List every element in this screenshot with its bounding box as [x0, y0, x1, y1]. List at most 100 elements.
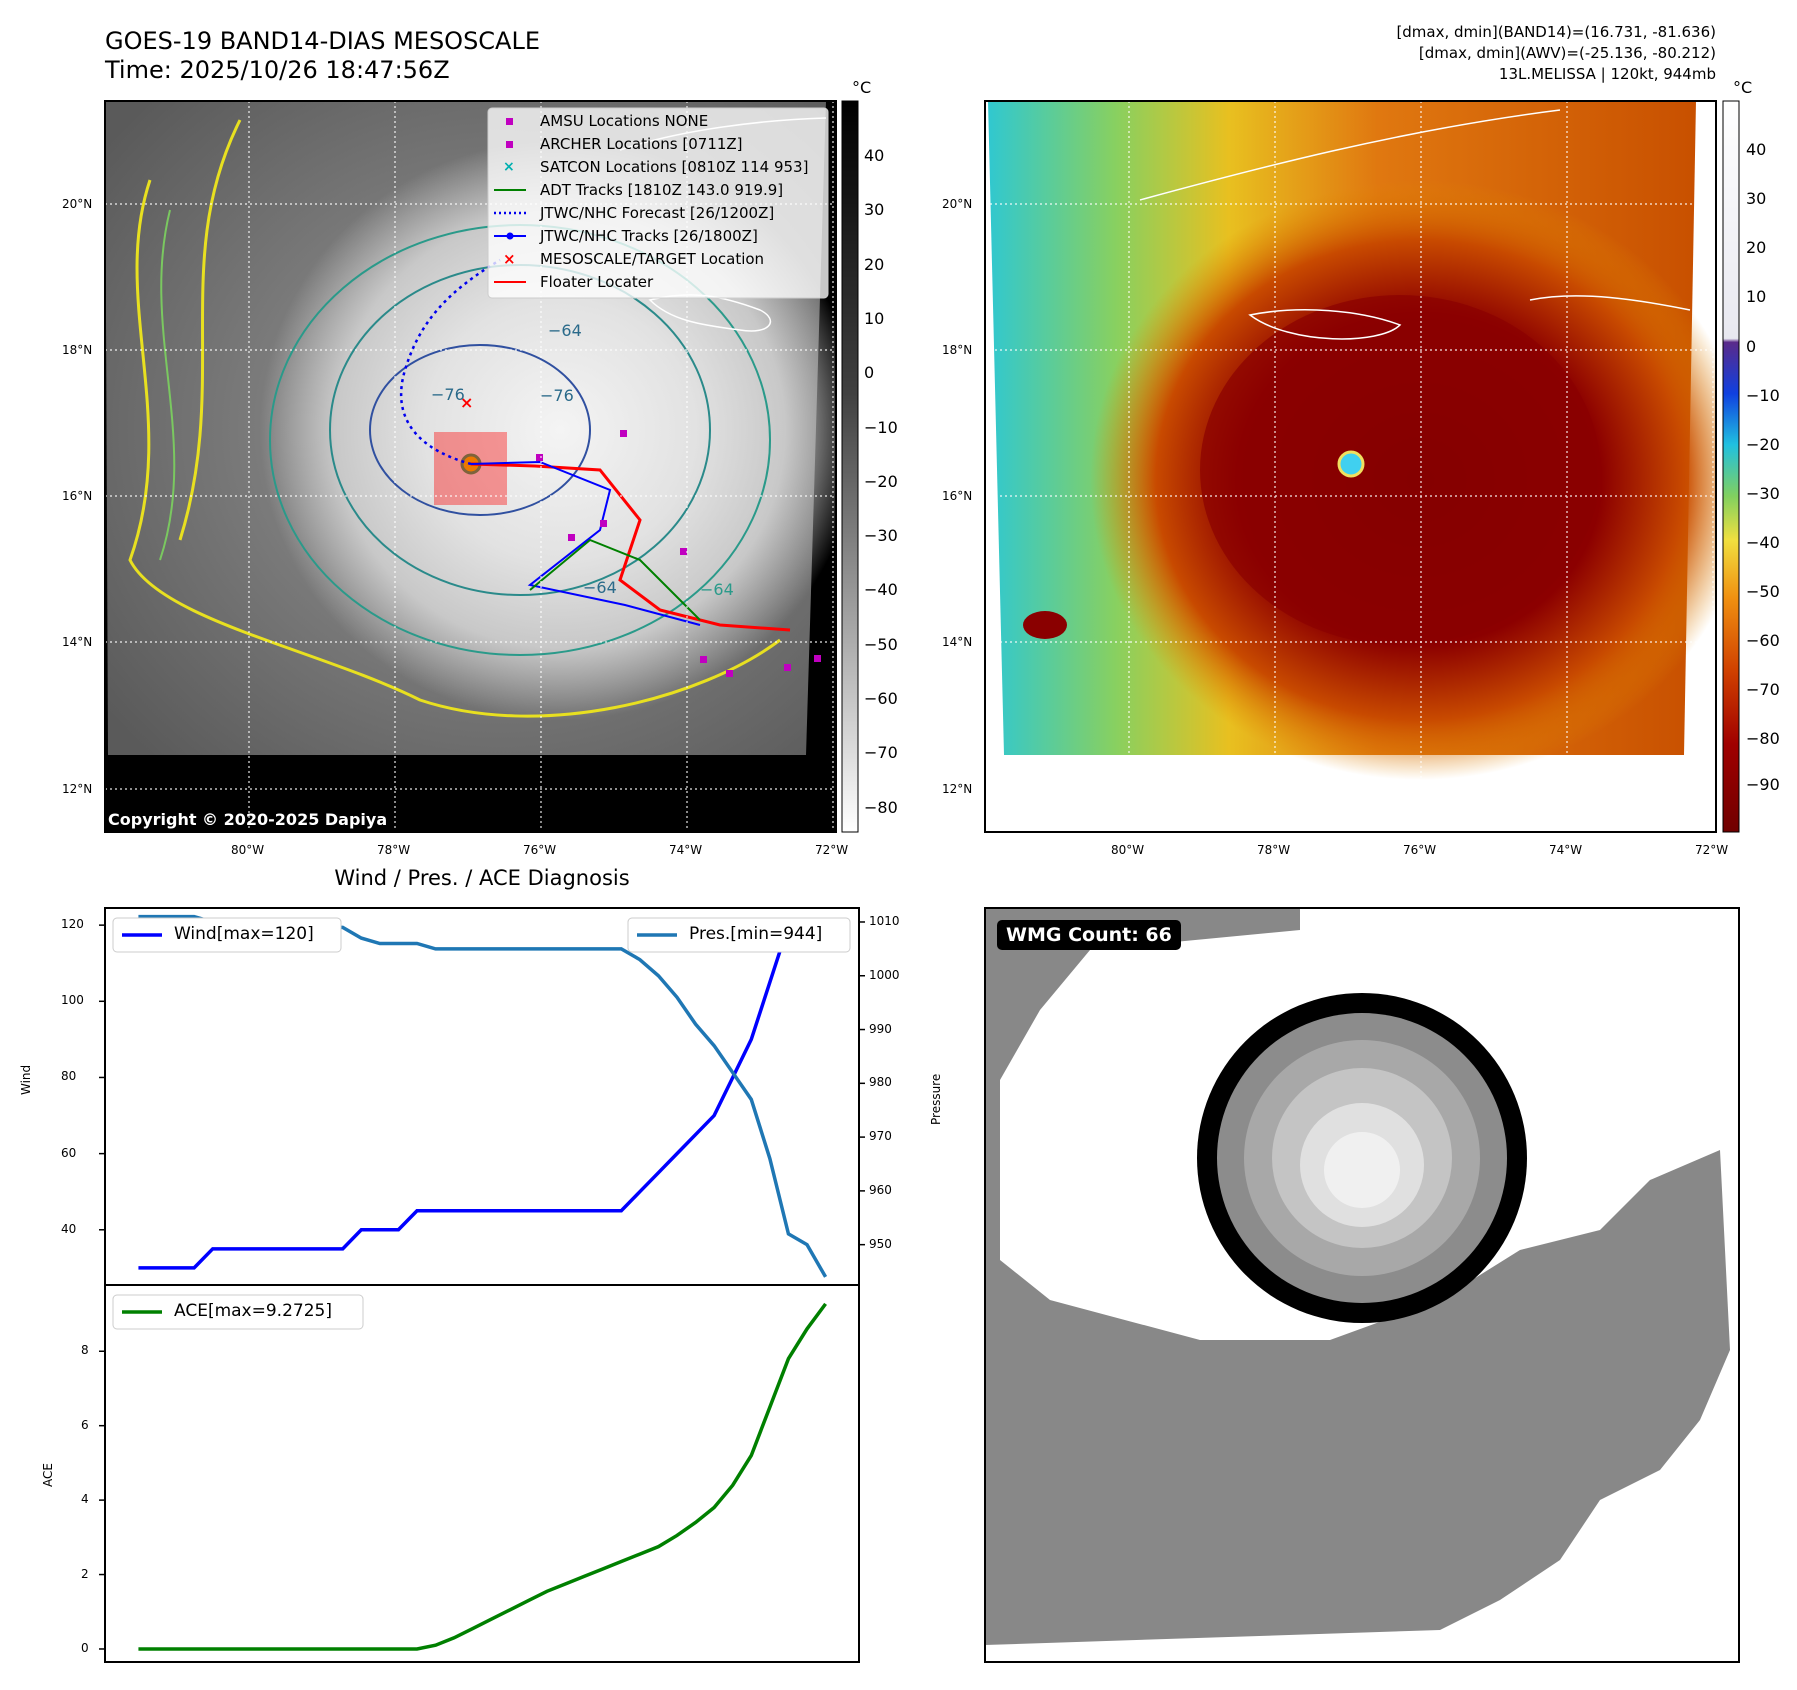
- awv-colorbar-tick: −50: [1746, 582, 1780, 601]
- ir-colorbar-tick: −60: [864, 689, 898, 708]
- contour-label: −76: [431, 385, 465, 404]
- ace-legend-label: ACE[max=9.2725]: [174, 1301, 332, 1321]
- ace-series-line: [138, 1302, 827, 1651]
- awv-colorbar-tick: −20: [1746, 435, 1780, 454]
- ir-lat-label: 18°N: [62, 343, 93, 357]
- awv-lat-label: 16°N: [942, 489, 973, 503]
- ace-tick-label: 0: [81, 1640, 89, 1655]
- wmg-count-label: WMG Count: 66: [997, 920, 1181, 950]
- ir-colorbar-tick: 20: [864, 254, 885, 274]
- awv-lat-label: 14°N: [942, 635, 973, 649]
- ir-lat-label: 12°N: [62, 782, 93, 796]
- contour-label: −64: [583, 578, 617, 597]
- ir-lat-label: 16°N: [62, 489, 93, 503]
- wmg-panel: [985, 908, 1739, 1662]
- ir-legend-entry: JTWC/NHC Tracks [26/1800Z]: [540, 227, 758, 245]
- diagnosis-chart-title: Wind / Pres. / ACE Diagnosis: [334, 866, 630, 890]
- tracks-legend-dot: [506, 232, 514, 240]
- ace-axis-label: ACE: [41, 1463, 55, 1487]
- ir-legend-entry: ADT Tracks [1810Z 143.0 919.9]: [540, 181, 784, 199]
- awv-colorbar-tick: −40: [1746, 533, 1780, 552]
- ir-colorbar-tick: −80: [864, 797, 898, 817]
- awv-colorbar-tick: −70: [1746, 680, 1780, 699]
- awv-lat-label: 12°N: [942, 782, 973, 796]
- info-line-3: 13L.MELISSA | 120kt, 944mb: [1498, 65, 1716, 83]
- wind-tick-label: 40: [61, 1221, 77, 1236]
- ir-colorbar-tick: −30: [864, 526, 898, 546]
- target-legend-icon: ×: [503, 250, 516, 268]
- awv-lon-label: 76°W: [1403, 843, 1437, 857]
- awv-lon-label: 74°W: [1549, 843, 1583, 857]
- awv-colorbar-tick: −10: [1746, 386, 1780, 405]
- ir-lon-label: 76°W: [523, 843, 557, 857]
- awv-colorbar-tick: −90: [1746, 775, 1780, 794]
- ir-legend-entry: Floater Locater: [540, 273, 654, 291]
- awv-colorbar-tick: 10: [1746, 287, 1767, 306]
- info-line-2: [dmax, dmin](AWV)=(-25.136, -80.212): [1418, 44, 1716, 62]
- ir-colorbar-tick: −70: [864, 743, 898, 763]
- copyright-text: Copyright © 2020-2025 Dapiya: [108, 810, 388, 829]
- pressure-tick-label: 950: [869, 1236, 892, 1251]
- pressure-tick-label: 990: [869, 1021, 892, 1036]
- ir-colorbar-tick: −50: [864, 634, 898, 654]
- ir-colorbar-tick: −20: [864, 471, 898, 491]
- ir-colorbar: [841, 100, 859, 833]
- wind-tick-label: 60: [61, 1145, 77, 1160]
- pressure-tick-label: 970: [869, 1129, 892, 1144]
- wind-series-line: [138, 923, 826, 1270]
- ir-legend-entry: ARCHER Locations [0711Z]: [540, 135, 743, 153]
- ir-lon-label: 72°W: [815, 843, 849, 857]
- ir-colorbar-tick: 0: [864, 363, 875, 383]
- ir-legend-entry: SATCON Locations [0810Z 114 953]: [540, 158, 809, 176]
- ir-colorbar-tick: 10: [864, 308, 885, 328]
- awv-lon-label: 80°W: [1111, 843, 1145, 857]
- contour-label: −76: [540, 386, 574, 405]
- awv-colorbar-tick: 30: [1746, 189, 1767, 208]
- ace-tick-label: 4: [81, 1492, 89, 1507]
- ir-lon-label: 74°W: [669, 843, 703, 857]
- awv-colorbar-tick: −60: [1746, 631, 1780, 650]
- ir-colorbar-unit: °C: [852, 78, 872, 97]
- contour-label: −64: [548, 321, 582, 340]
- wind-legend-label: Wind[max=120]: [174, 924, 314, 944]
- wmg-frame: [984, 907, 1740, 1663]
- ir-lat-label: 20°N: [62, 197, 93, 211]
- pressure-legend-box: [627, 917, 851, 953]
- wind-legend-box: [112, 917, 342, 953]
- awv-map-panel: [985, 101, 1716, 832]
- wind-tick-label: 100: [61, 993, 84, 1008]
- ace-tick-label: 8: [81, 1343, 89, 1358]
- pressure-axis-label: Pressure: [929, 1073, 943, 1125]
- ir-lon-label: 80°W: [231, 843, 265, 857]
- svg-text:×: ×: [460, 393, 473, 412]
- ir-legend-entry: AMSU Locations NONE: [540, 112, 709, 130]
- ir-colorbar-tick: 40: [864, 146, 885, 165]
- ir-lat-label: 14°N: [62, 635, 93, 649]
- ir-colorbar-tick: 30: [864, 200, 885, 220]
- ir-lon-label: 78°W: [377, 843, 411, 857]
- title-line-1: GOES-19 BAND14-DIAS MESOSCALE: [105, 27, 541, 55]
- awv-lon-label: 78°W: [1257, 843, 1291, 857]
- title-line-2: Time: 2025/10/26 18:47:56Z: [105, 56, 450, 84]
- pressure-tick-label: 1010: [869, 913, 900, 928]
- awv-colorbar-tick: −80: [1746, 729, 1780, 748]
- awv-colorbar-unit: °C: [1733, 78, 1753, 97]
- wind-tick-label: 80: [61, 1069, 77, 1084]
- wind-tick-label: 120: [61, 917, 84, 932]
- info-line-1: [dmax, dmin](BAND14)=(16.731, -81.636): [1396, 23, 1716, 41]
- ir-legend-entry: JTWC/NHC Forecast [26/1200Z]: [540, 204, 775, 222]
- awv-lat-label: 20°N: [942, 197, 973, 211]
- ace-tick-label: 2: [81, 1566, 89, 1581]
- ir-colorbar-tick: −40: [864, 580, 898, 600]
- awv-lat-label: 18°N: [942, 343, 973, 357]
- wind-axis-label: Wind: [19, 1064, 33, 1095]
- ir-map-panel: ×: [105, 101, 836, 832]
- amsu-legend-icon: [506, 118, 513, 125]
- awv-colorbar-tick: 40: [1746, 140, 1767, 159]
- satcon-legend-icon: ×: [503, 159, 515, 175]
- awv-colorbar-tick: −30: [1746, 484, 1780, 503]
- contour-label: −64: [700, 580, 734, 599]
- pressure-tick-label: 980: [869, 1075, 892, 1090]
- pressure-legend-label: Pres.[min=944]: [689, 924, 823, 944]
- ir-legend-entry: MESOSCALE/TARGET Location: [540, 250, 765, 268]
